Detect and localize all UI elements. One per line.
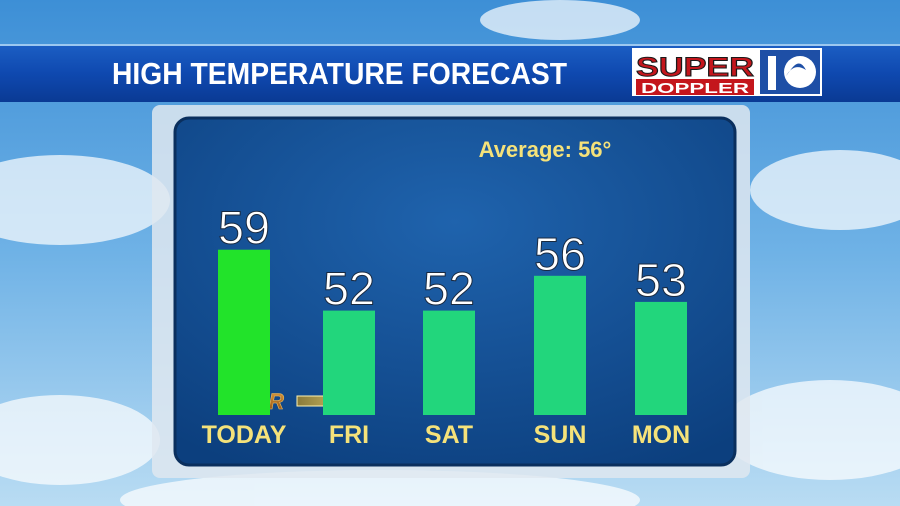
value-label: 52 <box>423 263 475 315</box>
logo-super: SUPER <box>636 52 754 82</box>
value-label: 59 <box>218 202 270 254</box>
chart-title: HIGH TEMPERATURE FORECAST <box>112 56 567 91</box>
value-label: 52 <box>323 263 375 315</box>
x-tick-label: MON <box>632 421 690 449</box>
x-tick-label: SUN <box>534 421 587 449</box>
average-note: Average: 56° <box>479 137 612 162</box>
bar <box>534 275 586 415</box>
logo-wave <box>786 63 806 76</box>
logo-one <box>768 56 776 90</box>
logo-doppler: DOPPLER <box>641 80 749 97</box>
plot: 59 TODAY 52 FRI 52 SAT 56 SUN 53 MON <box>202 201 691 449</box>
logo-zero <box>784 56 816 88</box>
bar <box>323 310 375 415</box>
x-tick-label: SAT <box>425 421 473 449</box>
logo: SUPER DOPPLER <box>632 48 822 97</box>
panel <box>173 116 737 467</box>
bar <box>635 301 687 415</box>
bar <box>218 249 270 415</box>
logo-band <box>636 79 754 95</box>
title-bar-edge <box>0 44 900 46</box>
bar <box>423 310 475 415</box>
x-tick-label: FRI <box>329 421 369 449</box>
value-label: 56 <box>534 228 586 280</box>
x-tick-label: TODAY <box>202 421 287 449</box>
value-label: 53 <box>635 254 687 306</box>
